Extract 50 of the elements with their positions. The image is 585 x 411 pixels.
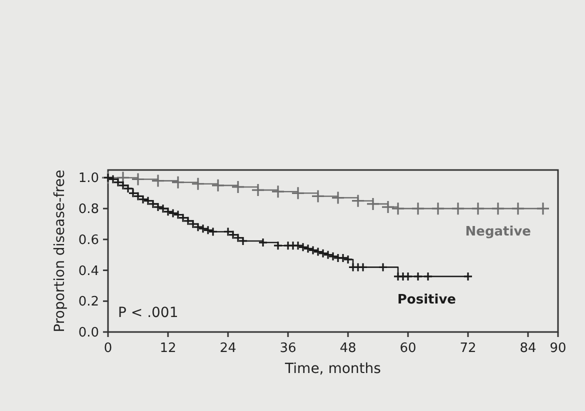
point xyxy=(311,189,325,204)
point xyxy=(381,200,395,214)
x-tick-label: 90 xyxy=(550,341,566,356)
x-tick-label: 24 xyxy=(220,341,236,356)
x-tick-label: 48 xyxy=(340,341,356,356)
x-axis-title: Time, months xyxy=(284,361,381,377)
point xyxy=(191,177,205,191)
x-tick-label: 0 xyxy=(104,341,112,356)
point xyxy=(463,272,473,282)
point xyxy=(451,202,465,216)
y-axis-title: Proportion disease-free xyxy=(52,170,68,332)
point xyxy=(403,272,413,282)
point xyxy=(491,202,505,216)
point xyxy=(151,174,165,188)
series-label: Positive xyxy=(397,292,456,308)
y-tick-label: 1.0 xyxy=(78,171,99,186)
y-tick-label: 0.4 xyxy=(78,264,99,279)
point xyxy=(271,184,285,198)
point xyxy=(131,172,145,186)
x-tick-label: 36 xyxy=(280,341,296,356)
point xyxy=(423,272,433,282)
point xyxy=(171,176,185,190)
x-tick-label: 84 xyxy=(520,341,536,356)
point xyxy=(511,202,525,216)
y-tick-label: 0.6 xyxy=(78,232,99,248)
point xyxy=(378,262,388,272)
y-tick-label: 0.8 xyxy=(78,202,99,218)
annotation: P < .001 xyxy=(118,305,178,321)
point xyxy=(358,262,368,272)
point xyxy=(258,238,268,248)
point xyxy=(413,272,423,282)
point xyxy=(273,240,283,250)
x-tick-label: 12 xyxy=(160,341,176,356)
point xyxy=(411,202,425,216)
x-tick-label: 72 xyxy=(460,341,476,356)
point xyxy=(291,186,305,200)
point xyxy=(251,183,265,197)
point xyxy=(231,180,245,194)
point xyxy=(431,202,445,216)
point xyxy=(331,190,345,205)
point xyxy=(391,202,405,216)
point xyxy=(366,197,380,211)
point xyxy=(536,202,550,216)
x-tick-label: 60 xyxy=(400,341,416,356)
series-label: Negative xyxy=(465,224,532,240)
y-tick-label: 0.2 xyxy=(78,294,99,310)
point xyxy=(351,194,365,208)
point xyxy=(211,178,225,192)
y-tick-label: 0.0 xyxy=(78,326,99,340)
point xyxy=(471,202,485,216)
